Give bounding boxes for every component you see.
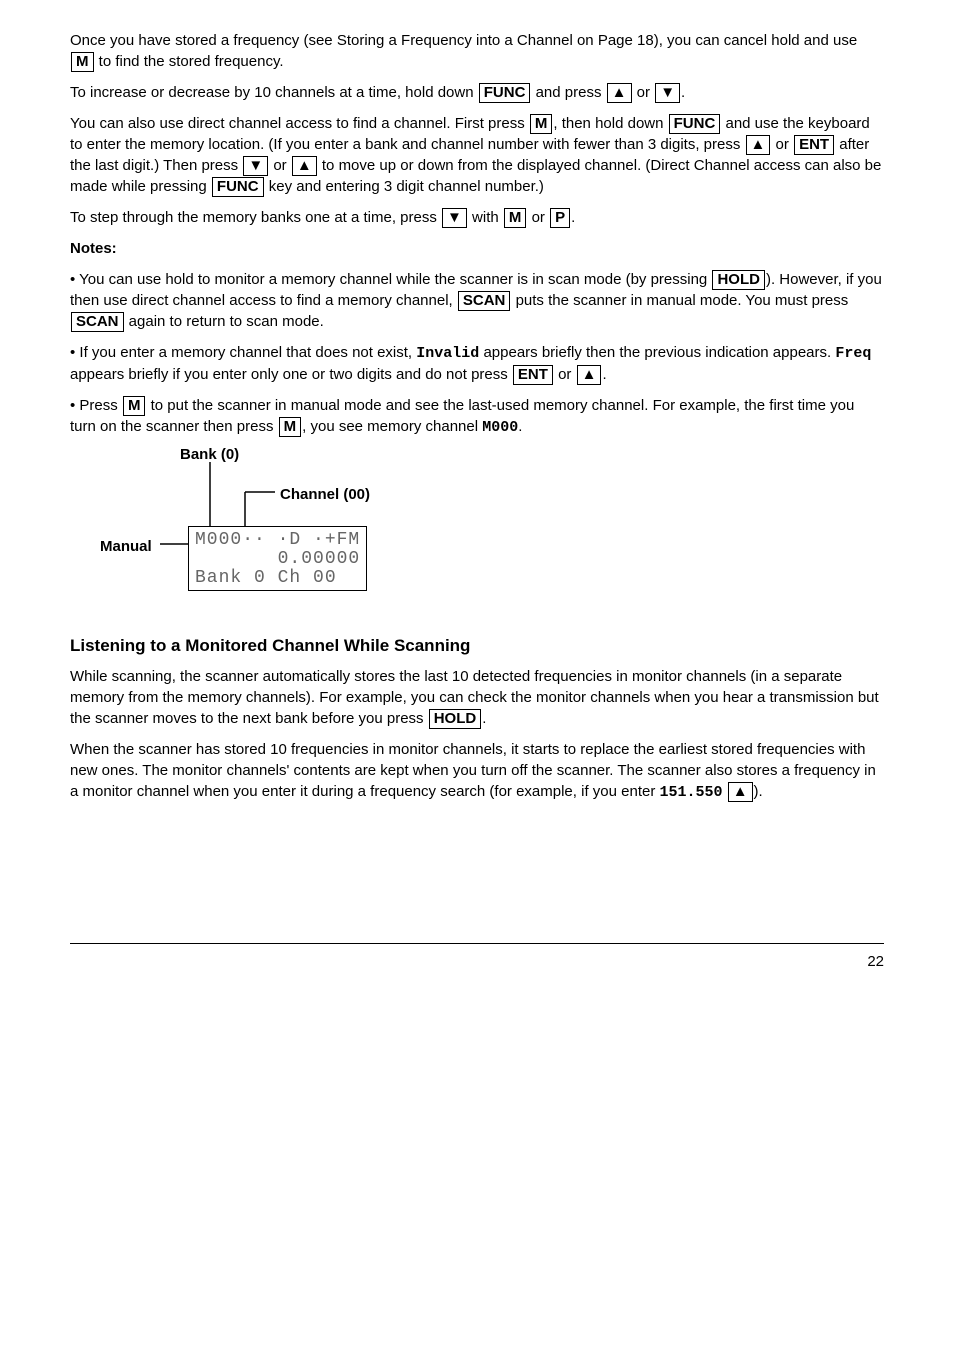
lcd-row2: 0.00000	[195, 550, 360, 569]
key-p: P	[550, 208, 570, 228]
key-m-5: M	[279, 417, 302, 437]
lcd-151: 151.550	[660, 784, 723, 801]
key-m: M	[71, 52, 94, 72]
n2e: .	[602, 366, 606, 383]
para-2: To increase or decrease by 10 channels a…	[70, 82, 884, 103]
key-up-3: ▲	[292, 156, 317, 176]
p3f: or	[269, 157, 291, 174]
key-scan-2: SCAN	[71, 312, 124, 332]
key-scan-1: SCAN	[458, 291, 511, 311]
n2b: appears briefly then the previous indica…	[479, 344, 835, 361]
p4a: To step through the memory banks one at …	[70, 209, 441, 226]
lcd-row1: M000·· ·D ·+FM	[195, 531, 360, 550]
n3d: .	[518, 418, 522, 435]
key-func-3: FUNC	[212, 177, 264, 197]
p4b: with	[468, 209, 503, 226]
key-down-2: ▼	[243, 156, 268, 176]
p1b: to find the stored frequency.	[95, 53, 284, 70]
p2d: .	[681, 84, 685, 101]
n2c: appears briefly if you enter only one or…	[70, 366, 512, 383]
para-4: To step through the memory banks one at …	[70, 207, 884, 228]
key-ent-1: ENT	[794, 135, 834, 155]
key-up-2: ▲	[746, 135, 771, 155]
key-func-1: FUNC	[479, 83, 531, 103]
lcd-box: M000·· ·D ·+FM 0.00000 Bank 0 Ch 00	[188, 526, 367, 591]
key-hold-2: HOLD	[429, 709, 482, 729]
key-up-5: ▲	[728, 782, 753, 802]
lcd-row3: Bank 0 Ch 00	[195, 569, 360, 588]
lcd-m000: M000	[482, 419, 518, 436]
key-hold-1: HOLD	[712, 270, 765, 290]
p4c: or	[527, 209, 549, 226]
key-up-4: ▲	[577, 365, 602, 385]
p2a: To increase or decrease by 10 channels a…	[70, 84, 478, 101]
page-number: 22	[70, 951, 884, 972]
n1c: puts the scanner in manual mode. You mus…	[511, 292, 848, 309]
n2d: or	[554, 366, 576, 383]
key-m-4: M	[123, 396, 146, 416]
lcd-freq: Freq	[835, 345, 871, 362]
p2b: and press	[531, 84, 605, 101]
note-1: • You can use hold to monitor a memory c…	[70, 269, 884, 332]
sec-para-1: While scanning, the scanner automaticall…	[70, 666, 884, 729]
lcd-invalid: Invalid	[416, 345, 479, 362]
key-func-2: FUNC	[669, 114, 721, 134]
n1d: again to return to scan mode.	[125, 313, 324, 330]
key-down-3: ▼	[442, 208, 467, 228]
key-ent-2: ENT	[513, 365, 553, 385]
key-m-2: M	[530, 114, 553, 134]
sp2b: ).	[754, 783, 763, 800]
n3c: , you see memory channel	[302, 418, 482, 435]
footer-rule	[70, 943, 884, 944]
para-3: You can also use direct channel access t…	[70, 113, 884, 197]
key-m-3: M	[504, 208, 527, 228]
notes-heading: Notes:	[70, 238, 884, 259]
key-up-1: ▲	[607, 83, 632, 103]
sp1b: .	[482, 710, 486, 727]
lcd-diagram: Bank (0) Channel (00) Manual M000·· ·D ·…	[100, 444, 430, 614]
p1a: Once you have stored a frequency (see St…	[70, 32, 857, 49]
note-2: • If you enter a memory channel that doe…	[70, 342, 884, 385]
section-heading: Listening to a Monitored Channel While S…	[70, 634, 884, 658]
p4d: .	[571, 209, 575, 226]
n2a: If you enter a memory channel that does …	[79, 344, 416, 361]
n3a: Press	[79, 397, 122, 414]
sec-para-2: When the scanner has stored 10 frequenci…	[70, 739, 884, 803]
key-down-1: ▼	[655, 83, 680, 103]
p3d: or	[771, 136, 793, 153]
para-1: Once you have stored a frequency (see St…	[70, 30, 884, 72]
note-3: • Press M to put the scanner in manual m…	[70, 395, 884, 438]
p3h: key and entering 3 digit channel number.…	[265, 178, 544, 195]
p2c: or	[633, 84, 655, 101]
p3b: , then hold down	[553, 115, 667, 132]
p3a: You can also use direct channel access t…	[70, 115, 529, 132]
n1a: You can use hold to monitor a memory cha…	[79, 271, 711, 288]
